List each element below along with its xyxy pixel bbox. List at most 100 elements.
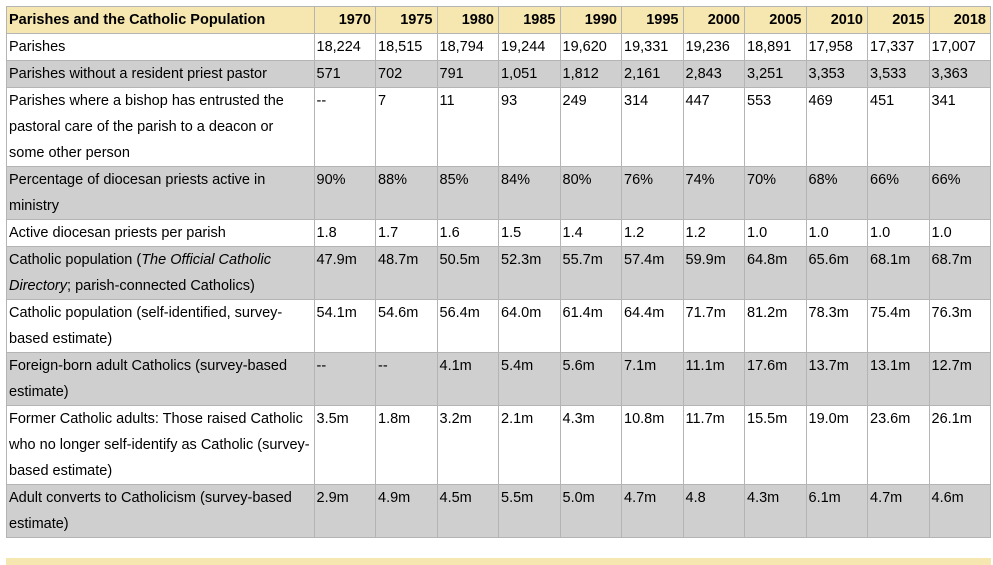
- value-cell: 19,331: [621, 33, 684, 61]
- value-cell: 5.0m: [559, 484, 622, 538]
- value-cell: 19.0m: [805, 405, 868, 485]
- value-cell: 1.6: [436, 219, 499, 247]
- value-cell: 74%: [682, 166, 745, 220]
- value-cell: 66%: [867, 166, 930, 220]
- value-cell: 17,007: [928, 33, 991, 61]
- value-cell: 1.2: [621, 219, 684, 247]
- row-label: Parishes: [6, 33, 315, 61]
- value-cell: --: [313, 87, 376, 167]
- value-cell: 3,363: [928, 60, 991, 88]
- value-cell: 3,251: [744, 60, 807, 88]
- value-cell: 19,244: [498, 33, 561, 61]
- value-cell: 4.1m: [436, 352, 499, 406]
- value-cell: 17,958: [805, 33, 868, 61]
- value-cell: 571: [313, 60, 376, 88]
- value-cell: 59.9m: [682, 246, 745, 300]
- value-cell: 54.6m: [375, 299, 438, 353]
- header-cell: 1980: [436, 6, 499, 34]
- value-cell: 70%: [744, 166, 807, 220]
- value-cell: 57.4m: [621, 246, 684, 300]
- value-cell: 4.3m: [744, 484, 807, 538]
- value-cell: 17.6m: [744, 352, 807, 406]
- value-cell: 553: [744, 87, 807, 167]
- value-cell: 1.2: [682, 219, 745, 247]
- value-cell: 3,353: [805, 60, 868, 88]
- header-cell: 2005: [744, 6, 807, 34]
- value-cell: 1.0: [805, 219, 868, 247]
- header-cell: 1995: [621, 6, 684, 34]
- value-cell: 50.5m: [436, 246, 499, 300]
- value-cell: 78.3m: [805, 299, 868, 353]
- value-cell: 90%: [313, 166, 376, 220]
- header-cell: Parishes and the Catholic Population: [6, 6, 315, 34]
- value-cell: 23.6m: [867, 405, 930, 485]
- header-cell: 2010: [805, 6, 868, 34]
- value-cell: 4.5m: [436, 484, 499, 538]
- value-cell: 1.7: [375, 219, 438, 247]
- value-cell: 4.3m: [559, 405, 622, 485]
- value-cell: 1.8m: [375, 405, 438, 485]
- table-row: Catholic population (The Official Cathol…: [6, 246, 991, 300]
- value-cell: 1.0: [928, 219, 991, 247]
- value-cell: 56.4m: [436, 299, 499, 353]
- value-cell: 2.1m: [498, 405, 561, 485]
- row-label: Percentage of diocesan priests active in…: [6, 166, 315, 220]
- row-label: Adult converts to Catholicism (survey-ba…: [6, 484, 315, 538]
- value-cell: 4.7m: [621, 484, 684, 538]
- value-cell: 2.9m: [313, 484, 376, 538]
- header-cell: 2015: [867, 6, 930, 34]
- header-cell: 1975: [375, 6, 438, 34]
- value-cell: 71.7m: [682, 299, 745, 353]
- value-cell: 3.5m: [313, 405, 376, 485]
- value-cell: 5.6m: [559, 352, 622, 406]
- value-cell: 76%: [621, 166, 684, 220]
- value-cell: 10.8m: [621, 405, 684, 485]
- value-cell: 791: [436, 60, 499, 88]
- value-cell: 4.7m: [867, 484, 930, 538]
- value-cell: 1.8: [313, 219, 376, 247]
- row-label-text: Catholic population (: [9, 252, 142, 268]
- value-cell: 26.1m: [928, 405, 991, 485]
- value-cell: 1,812: [559, 60, 622, 88]
- table-footer-strip: [6, 558, 991, 565]
- value-cell: 18,515: [375, 33, 438, 61]
- value-cell: 68.7m: [928, 246, 991, 300]
- value-cell: 447: [682, 87, 745, 167]
- value-cell: 2,161: [621, 60, 684, 88]
- value-cell: 88%: [375, 166, 438, 220]
- value-cell: 85%: [436, 166, 499, 220]
- value-cell: 5.4m: [498, 352, 561, 406]
- row-label-italic: The Official Catholic Directory: [9, 252, 271, 294]
- value-cell: 75.4m: [867, 299, 930, 353]
- value-cell: 4.9m: [375, 484, 438, 538]
- catholic-population-table: Parishes and the Catholic Population 197…: [6, 6, 991, 538]
- value-cell: 5.5m: [498, 484, 561, 538]
- value-cell: 68%: [805, 166, 868, 220]
- value-cell: 47.9m: [313, 246, 376, 300]
- value-cell: 314: [621, 87, 684, 167]
- value-cell: 81.2m: [744, 299, 807, 353]
- table-row: Catholic population (self-identified, su…: [6, 299, 991, 353]
- row-label: Catholic population (self-identified, su…: [6, 299, 315, 353]
- value-cell: 341: [928, 87, 991, 167]
- row-label: Active diocesan priests per parish: [6, 219, 315, 247]
- value-cell: 17,337: [867, 33, 930, 61]
- value-cell: 469: [805, 87, 868, 167]
- value-cell: 13.7m: [805, 352, 868, 406]
- value-cell: 3.2m: [436, 405, 499, 485]
- value-cell: 19,620: [559, 33, 622, 61]
- value-cell: 702: [375, 60, 438, 88]
- value-cell: 1.0: [867, 219, 930, 247]
- value-cell: 1.0: [744, 219, 807, 247]
- row-label: Parishes where a bishop has entrusted th…: [6, 87, 315, 167]
- value-cell: 1.4: [559, 219, 622, 247]
- value-cell: 66%: [928, 166, 991, 220]
- value-cell: 7.1m: [621, 352, 684, 406]
- row-label: Catholic population (The Official Cathol…: [6, 246, 315, 300]
- table-header-row: Parishes and the Catholic Population 197…: [6, 6, 991, 34]
- value-cell: 451: [867, 87, 930, 167]
- table-row: Foreign-born adult Catholics (survey-bas…: [6, 352, 991, 406]
- value-cell: 19,236: [682, 33, 745, 61]
- row-label: Parishes without a resident priest pasto…: [6, 60, 315, 88]
- value-cell: 76.3m: [928, 299, 991, 353]
